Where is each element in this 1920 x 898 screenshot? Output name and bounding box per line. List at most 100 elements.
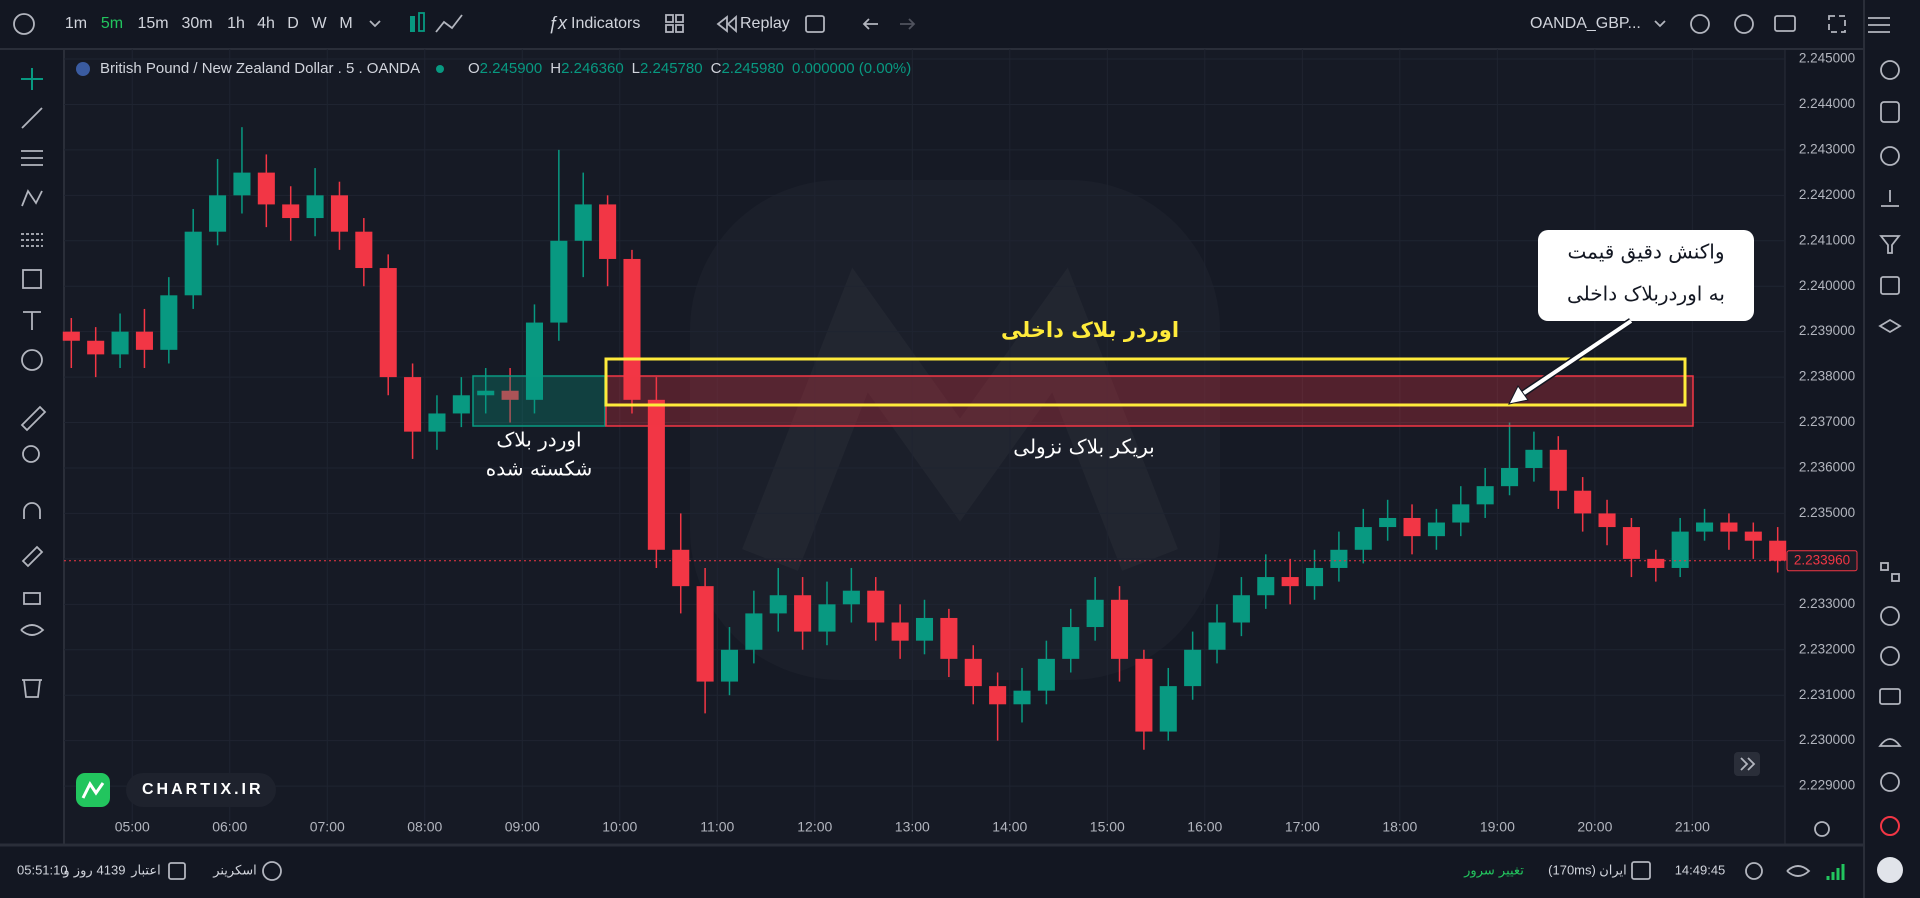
timeframe-button[interactable]: 1m bbox=[65, 15, 87, 32]
lock-tool[interactable] bbox=[23, 592, 41, 605]
x-tick-label: 12:00 bbox=[797, 819, 832, 835]
add-symbol-icon[interactable] bbox=[13, 13, 35, 35]
timeframe-button[interactable]: 15m bbox=[137, 15, 168, 32]
menu-icon[interactable] bbox=[1868, 17, 1890, 33]
snapshot-icon[interactable] bbox=[1774, 15, 1796, 32]
change-server-button[interactable]: تغییر سرور bbox=[1463, 864, 1524, 879]
sidebar-icon[interactable] bbox=[1891, 573, 1900, 582]
candle-body bbox=[525, 322, 544, 400]
sidebar-icon[interactable] bbox=[1881, 190, 1899, 207]
alert-icon[interactable] bbox=[1690, 14, 1710, 34]
symbol-selector[interactable]: OANDA_GBP... bbox=[1530, 15, 1641, 32]
crosshair-tool[interactable] bbox=[21, 68, 43, 90]
y-tick-label: 2.244000 bbox=[1799, 96, 1855, 111]
callout-text: به اوردربلاک داخلی bbox=[1567, 282, 1725, 306]
timeframe-button[interactable]: 1h bbox=[227, 15, 245, 32]
sidebar-icon[interactable] bbox=[1880, 101, 1900, 123]
line-type-icon[interactable] bbox=[435, 14, 463, 33]
eye-icon[interactable] bbox=[1786, 865, 1811, 877]
x-tick-label: 19:00 bbox=[1480, 819, 1515, 835]
fx-icon[interactable]: ƒx bbox=[548, 13, 568, 33]
templates-icon[interactable] bbox=[675, 24, 684, 33]
sidebar-icon[interactable] bbox=[1880, 146, 1900, 166]
templates-icon[interactable] bbox=[665, 24, 674, 33]
sidebar-icon[interactable] bbox=[1878, 318, 1902, 334]
candle-body bbox=[1427, 522, 1445, 537]
axis-settings-icon[interactable] bbox=[1814, 821, 1830, 837]
timeframe-button[interactable]: W bbox=[311, 15, 327, 32]
screener-button[interactable]: اسکرینر bbox=[212, 864, 257, 879]
timeframe-button[interactable]: 30m bbox=[181, 15, 212, 32]
sidebar-icon[interactable] bbox=[1880, 646, 1900, 666]
refresh-icon[interactable] bbox=[1745, 862, 1763, 880]
projection-tool[interactable] bbox=[21, 233, 43, 247]
sidebar-icon[interactable] bbox=[1879, 235, 1901, 254]
icon-tool[interactable] bbox=[21, 349, 43, 371]
candle-body bbox=[452, 395, 470, 414]
ruler-tool[interactable] bbox=[20, 405, 47, 432]
candle-body bbox=[940, 617, 958, 659]
magnet-tool[interactable] bbox=[23, 502, 41, 519]
calendar-icon bbox=[168, 862, 186, 880]
dropdown-icon[interactable] bbox=[369, 20, 381, 28]
sidebar-icon[interactable] bbox=[1880, 606, 1900, 626]
layout-icon[interactable] bbox=[805, 15, 825, 33]
templates-icon[interactable] bbox=[665, 14, 674, 23]
y-tick-label: 2.241000 bbox=[1799, 232, 1855, 247]
timeframe-button[interactable]: 4h bbox=[257, 15, 275, 32]
sidebar-icon[interactable] bbox=[1880, 60, 1900, 80]
candle-body bbox=[257, 172, 275, 205]
callout-text: واکنش دقیق قیمت bbox=[1568, 240, 1725, 264]
timeframe-button[interactable]: 5m bbox=[101, 15, 123, 32]
sidebar-icon[interactable] bbox=[1880, 772, 1900, 792]
sidebar-icon[interactable] bbox=[1880, 562, 1889, 571]
candle-body bbox=[1232, 595, 1250, 623]
indicators-button[interactable]: Indicators bbox=[571, 15, 640, 32]
scroll-right-icon[interactable] bbox=[1740, 757, 1756, 771]
visibility-tool[interactable] bbox=[20, 624, 45, 636]
candle-type-icon[interactable] bbox=[418, 12, 425, 32]
ohlc-label: L bbox=[632, 60, 640, 77]
candle-body bbox=[1622, 527, 1640, 559]
templates-icon[interactable] bbox=[675, 14, 684, 23]
timeframe-button[interactable]: D bbox=[287, 15, 299, 32]
fib-tool[interactable] bbox=[21, 150, 43, 166]
shape-tool[interactable] bbox=[22, 269, 42, 289]
candle-body bbox=[233, 172, 251, 196]
y-tick-label: 2.229000 bbox=[1799, 778, 1855, 793]
avatar[interactable] bbox=[1877, 857, 1903, 883]
settings-icon[interactable] bbox=[1734, 14, 1754, 34]
x-tick-label: 21:00 bbox=[1675, 819, 1710, 835]
candle-body bbox=[672, 549, 690, 587]
candle-body bbox=[1184, 649, 1202, 687]
pattern-tool[interactable] bbox=[21, 189, 43, 207]
ohlc-value: 2.245980 bbox=[721, 60, 784, 77]
trendline-tool[interactable] bbox=[21, 107, 43, 129]
screener-icon[interactable] bbox=[262, 861, 282, 881]
fullscreen-icon[interactable] bbox=[1828, 15, 1846, 33]
candle-body bbox=[1086, 599, 1104, 628]
sidebar-icon[interactable] bbox=[1878, 738, 1902, 747]
candle-body bbox=[1208, 622, 1226, 650]
candle-body bbox=[915, 617, 934, 641]
candle-body bbox=[1013, 690, 1031, 705]
x-tick-label: 11:00 bbox=[700, 819, 734, 835]
zoom-tool[interactable] bbox=[22, 445, 40, 463]
timeframe-button[interactable]: M bbox=[339, 15, 352, 32]
sidebar-icon[interactable] bbox=[1880, 816, 1900, 836]
candle-type-icon[interactable] bbox=[410, 16, 415, 32]
replay-button[interactable]: Replay bbox=[740, 15, 790, 32]
delete-tool[interactable] bbox=[22, 679, 42, 698]
dropdown-icon[interactable] bbox=[1654, 20, 1666, 28]
ohlc-label: H bbox=[550, 60, 561, 77]
candle-body bbox=[1549, 449, 1567, 491]
draw-mode-tool[interactable] bbox=[21, 545, 44, 568]
candle-body bbox=[111, 331, 129, 355]
sidebar-icon[interactable] bbox=[1879, 688, 1901, 705]
y-tick-label: 2.236000 bbox=[1799, 460, 1855, 475]
text-tool[interactable] bbox=[23, 311, 41, 330]
x-tick-label: 14:00 bbox=[992, 819, 1027, 835]
undo-icon[interactable] bbox=[862, 18, 878, 30]
replay-icon[interactable] bbox=[716, 15, 737, 33]
sidebar-icon[interactable] bbox=[1880, 276, 1900, 295]
